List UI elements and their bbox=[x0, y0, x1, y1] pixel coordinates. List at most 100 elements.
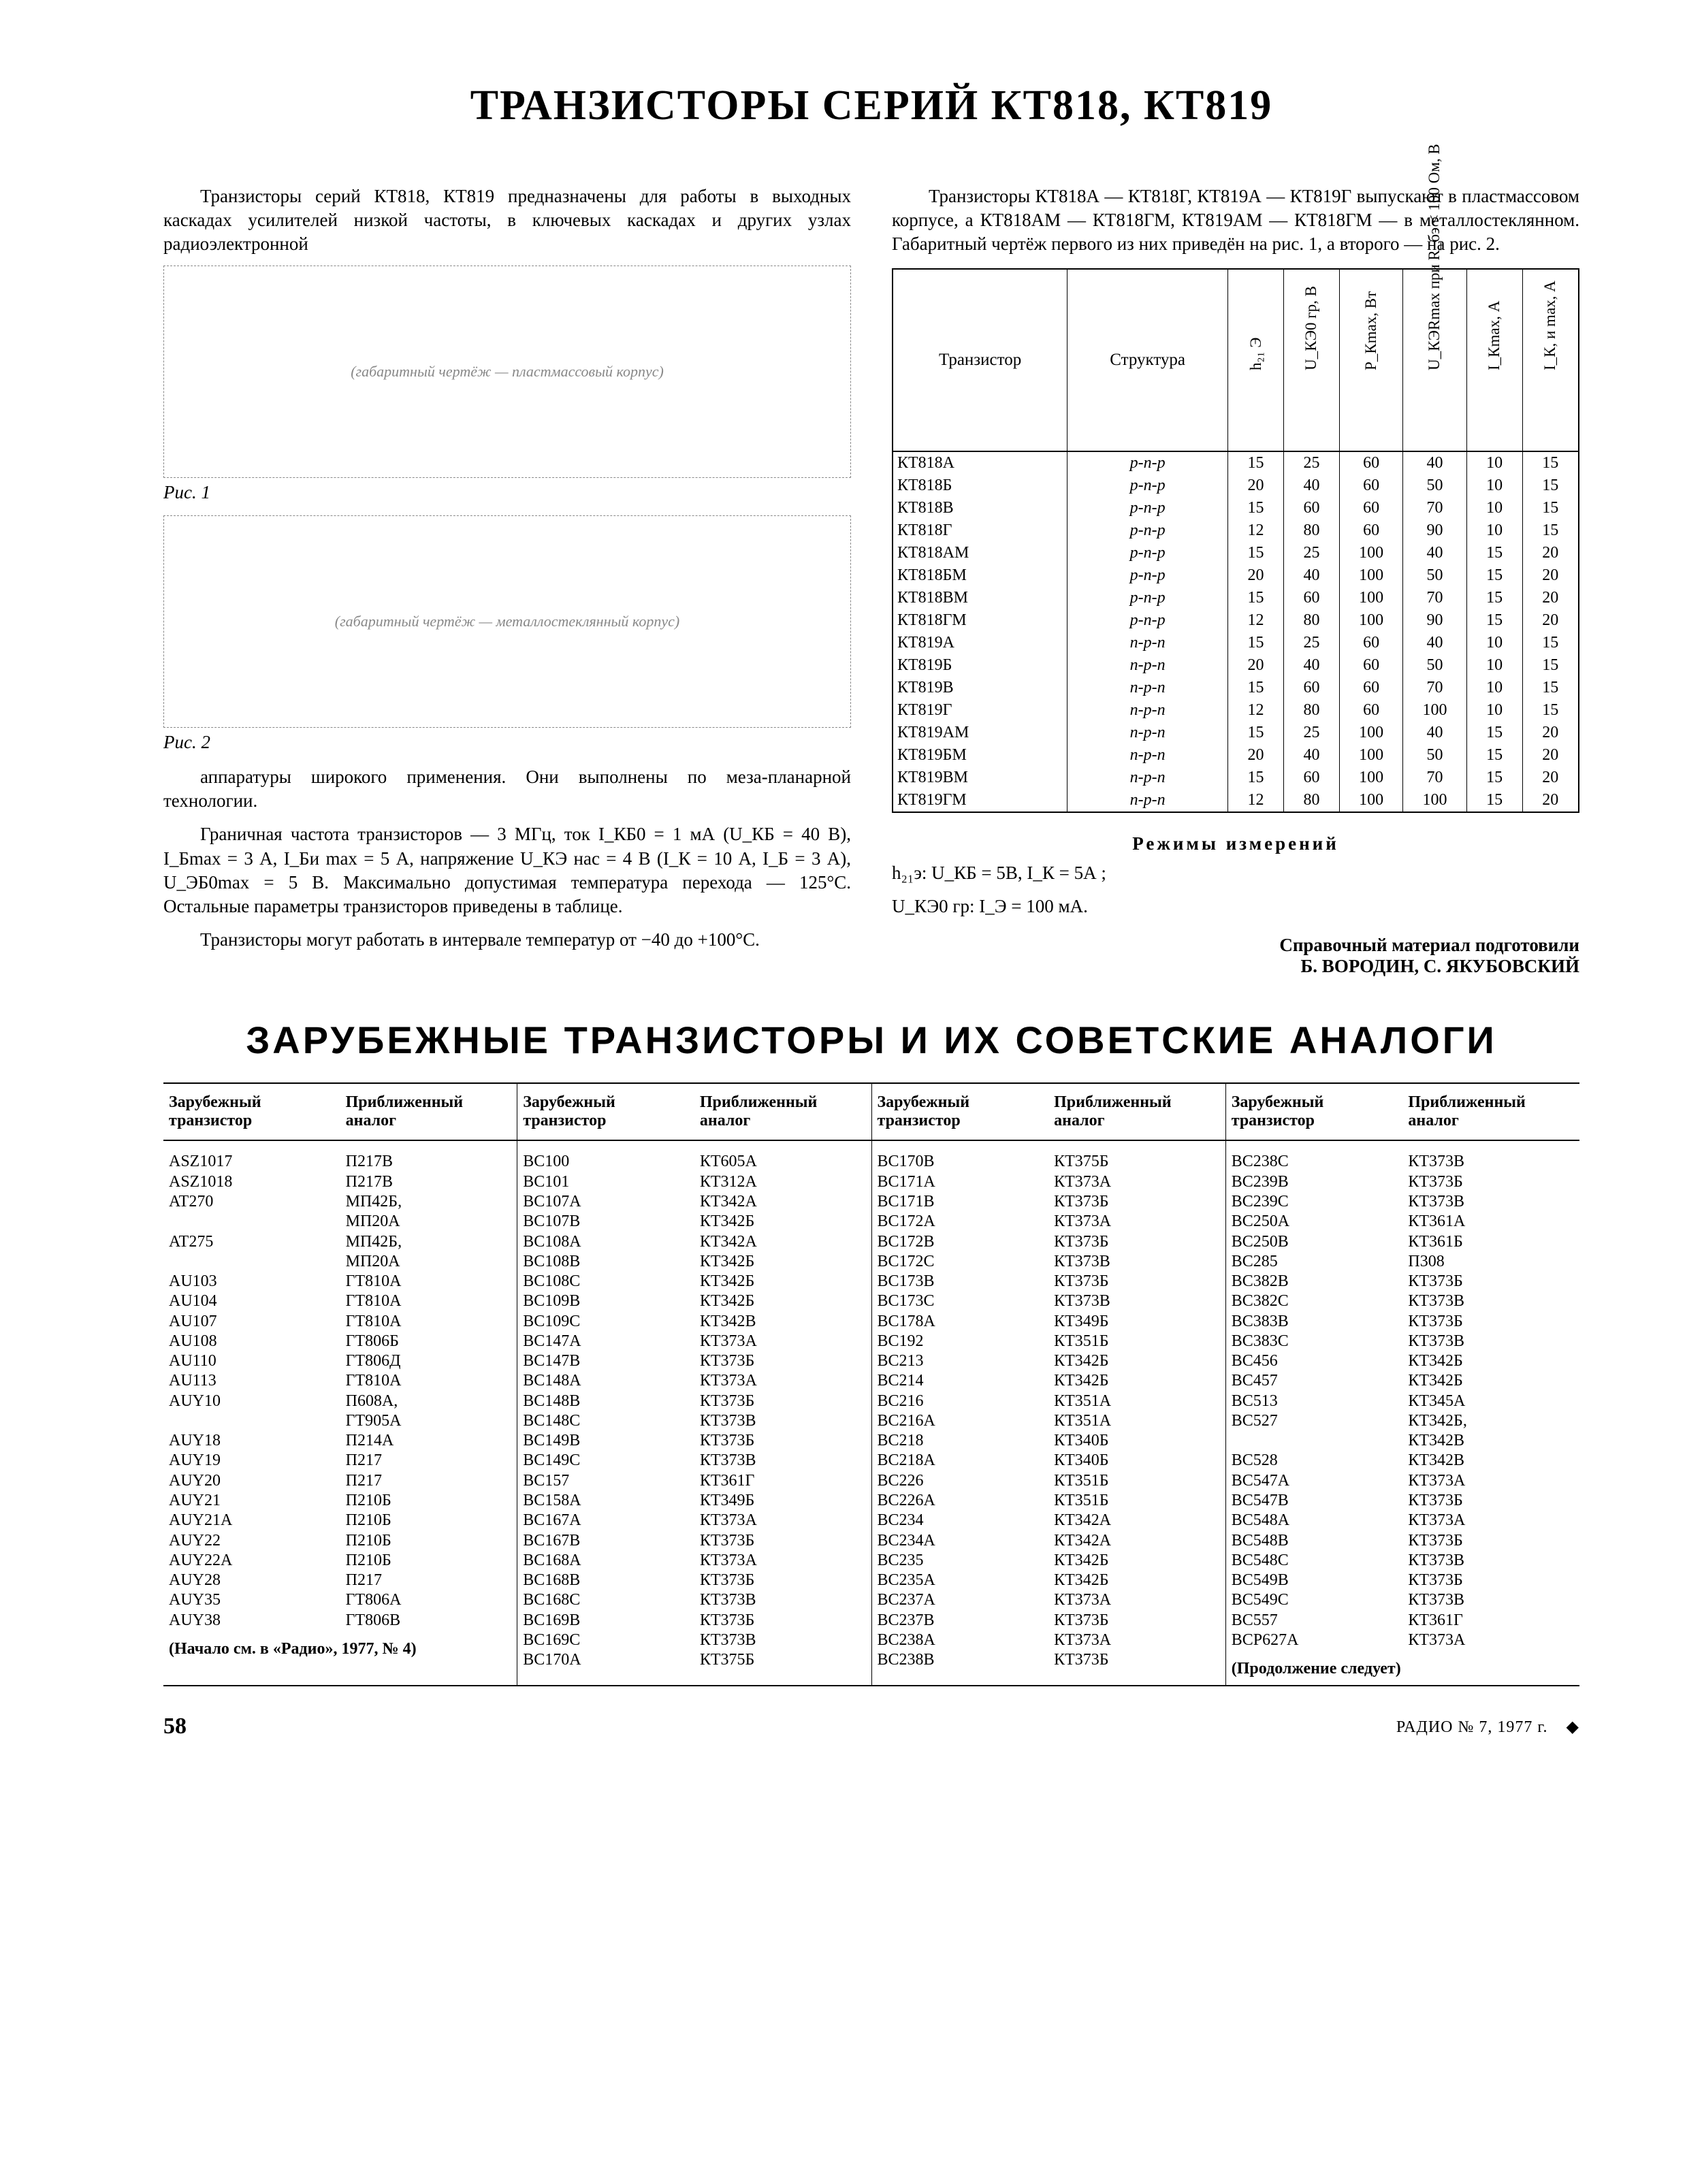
left-para-4: Транзисторы могут работать в интервале т… bbox=[163, 928, 851, 952]
analog-row: BC168BКТ373Б bbox=[517, 1571, 871, 1590]
analog-row: BC148CКТ373В bbox=[517, 1411, 871, 1431]
magazine-text: РАДИО № 7, 1977 г. bbox=[1396, 1718, 1548, 1736]
analog-row: AUY21AП210Б bbox=[163, 1511, 517, 1530]
spec-cell: 25 bbox=[1283, 722, 1339, 744]
soviet-analog: КТ342Б bbox=[1402, 1371, 1579, 1391]
soviet-analog: КТ373Б bbox=[1048, 1272, 1225, 1291]
soviet-analog: ГТ810А bbox=[340, 1371, 517, 1391]
foreign-transistor: BC216A bbox=[872, 1411, 1049, 1431]
analog-row: BC172CКТ373В bbox=[872, 1252, 1225, 1272]
analog-row: BC216КТ351А bbox=[872, 1392, 1225, 1411]
soviet-analog: П308 bbox=[1402, 1252, 1579, 1272]
analog-row: ГТ905А bbox=[163, 1411, 517, 1431]
spec-row: КТ819ГМn-p-n12801001001520 bbox=[893, 789, 1579, 812]
analog-column: Зарубежный транзисторПриближенный аналог… bbox=[163, 1084, 517, 1685]
analog-header-analog: Приближенный аналог bbox=[694, 1084, 871, 1140]
soviet-analog: КТ342В bbox=[1402, 1431, 1579, 1451]
analog-row: BCP627AКТ373А bbox=[1226, 1631, 1579, 1650]
foreign-transistor: BC108A bbox=[517, 1232, 694, 1252]
soviet-analog: КТ342А bbox=[694, 1232, 871, 1252]
soviet-analog: КТ373А bbox=[1402, 1511, 1579, 1530]
spec-cell: 90 bbox=[1403, 519, 1466, 542]
second-title: ЗАРУБЕЖНЫЕ ТРАНЗИСТОРЫ И ИХ СОВЕТСКИЕ АН… bbox=[163, 1018, 1579, 1062]
soviet-analog: МП42Б, bbox=[340, 1232, 517, 1252]
analog-row: BC239CКТ373В bbox=[1226, 1192, 1579, 1212]
analog-header-foreign: Зарубежный транзистор bbox=[872, 1084, 1049, 1140]
soviet-analog: КТ373А bbox=[1402, 1471, 1579, 1491]
analog-row: BC383BКТ373Б bbox=[1226, 1312, 1579, 1332]
spec-cell: 15 bbox=[1522, 699, 1579, 722]
soviet-analog: КТ351Б bbox=[1048, 1471, 1225, 1491]
foreign-transistor: BC237A bbox=[872, 1590, 1049, 1610]
foreign-transistor: BC547A bbox=[1226, 1471, 1403, 1491]
foreign-transistor: BC234 bbox=[872, 1511, 1049, 1530]
spec-cell: 15 bbox=[1522, 475, 1579, 497]
foreign-transistor: BC238C bbox=[1226, 1152, 1403, 1172]
foreign-transistor: AU104 bbox=[163, 1291, 340, 1311]
soviet-analog: КТ373Б bbox=[694, 1571, 871, 1590]
foreign-transistor: BC169B bbox=[517, 1611, 694, 1631]
spec-cell: 10 bbox=[1466, 632, 1522, 654]
spec-cell: 40 bbox=[1283, 654, 1339, 677]
analog-row: AT275МП42Б, bbox=[163, 1232, 517, 1252]
spec-cell: 15 bbox=[1522, 677, 1579, 699]
figure-1: (габаритный чертёж — пластмассовый корпу… bbox=[163, 266, 851, 478]
spec-cell: n-p-n bbox=[1067, 677, 1228, 699]
spec-cell: 12 bbox=[1228, 609, 1284, 632]
foreign-transistor: BC285 bbox=[1226, 1252, 1403, 1272]
foreign-transistor: BC107B bbox=[517, 1212, 694, 1232]
foreign-transistor: BC101 bbox=[517, 1172, 694, 1192]
foreign-transistor: BC148A bbox=[517, 1371, 694, 1391]
foreign-transistor: BC238A bbox=[872, 1631, 1049, 1650]
analog-row: AU110ГТ806Д bbox=[163, 1351, 517, 1371]
spec-cell: 10 bbox=[1466, 451, 1522, 475]
soviet-analog: КТ342А bbox=[1048, 1511, 1225, 1530]
soviet-analog: МП20А bbox=[340, 1212, 517, 1232]
foreign-transistor: BC167B bbox=[517, 1531, 694, 1551]
analog-row: BC528КТ342В bbox=[1226, 1451, 1579, 1471]
spec-table: ТранзисторСтруктураh₂₁ ЭU_КЭ0 гр, ВP_Кma… bbox=[892, 268, 1579, 813]
foreign-transistor: AUY35 bbox=[163, 1590, 340, 1610]
soviet-analog: КТ375Б bbox=[1048, 1152, 1225, 1172]
analog-row: BC108CКТ342Б bbox=[517, 1272, 871, 1291]
spec-cell: 50 bbox=[1403, 475, 1466, 497]
soviet-analog: КТ351Б bbox=[1048, 1332, 1225, 1351]
left-para-2: аппаратуры широкого применения. Они выпо… bbox=[163, 765, 851, 813]
credits-line-1: Справочный материал подготовили bbox=[1279, 935, 1579, 955]
spec-cell: 80 bbox=[1283, 789, 1339, 812]
soviet-analog: КТ373А bbox=[1048, 1631, 1225, 1650]
spec-cell: 100 bbox=[1339, 564, 1402, 587]
main-title: ТРАНЗИСТОРЫ СЕРИЙ КТ818, КТ819 bbox=[163, 82, 1579, 130]
foreign-transistor: BC149B bbox=[517, 1431, 694, 1451]
soviet-analog: КТ342В bbox=[1402, 1451, 1579, 1471]
analog-row: AUY10П608А, bbox=[163, 1392, 517, 1411]
soviet-analog: КТ351А bbox=[1048, 1411, 1225, 1431]
analog-row: BC147BКТ373Б bbox=[517, 1351, 871, 1371]
analog-row: BC548BКТ373Б bbox=[1226, 1531, 1579, 1551]
foreign-transistor: ASZ1017 bbox=[163, 1152, 340, 1172]
soviet-analog: КТ312А bbox=[694, 1172, 871, 1192]
spec-row: КТ818ВМp-n-p1560100701520 bbox=[893, 587, 1579, 609]
spec-cell: 20 bbox=[1522, 744, 1579, 767]
figure-2: (габаритный чертёж — металлостеклянный к… bbox=[163, 515, 851, 728]
analog-row: BC107AКТ342А bbox=[517, 1192, 871, 1212]
analog-row: BC549CКТ373В bbox=[1226, 1590, 1579, 1610]
analog-row: BC226AКТ351Б bbox=[872, 1491, 1225, 1511]
foreign-transistor: BC170B bbox=[872, 1152, 1049, 1172]
soviet-analog: ГТ806Б bbox=[340, 1332, 517, 1351]
analog-row: AU113ГТ810А bbox=[163, 1371, 517, 1391]
spec-cell: КТ819Б bbox=[893, 654, 1067, 677]
soviet-analog: КТ373А bbox=[694, 1511, 871, 1530]
analog-row: AUY22П210Б bbox=[163, 1531, 517, 1551]
foreign-transistor: BC234A bbox=[872, 1531, 1049, 1551]
spec-cell: 15 bbox=[1466, 542, 1522, 564]
soviet-analog: КТ373Б bbox=[1048, 1192, 1225, 1212]
analog-column-body: BC170BКТ375БBC171AКТ373АBC171BКТ373БBC17… bbox=[872, 1141, 1225, 1677]
soviet-analog: П214А bbox=[340, 1431, 517, 1451]
spec-cell: 80 bbox=[1283, 699, 1339, 722]
soviet-analog: КТ342Б bbox=[694, 1291, 871, 1311]
analog-row: BC168AКТ373А bbox=[517, 1551, 871, 1571]
soviet-analog: КТ342Б, bbox=[1402, 1411, 1579, 1431]
soviet-analog: КТ361Б bbox=[1402, 1232, 1579, 1252]
analog-row: BC171AКТ373А bbox=[872, 1172, 1225, 1192]
